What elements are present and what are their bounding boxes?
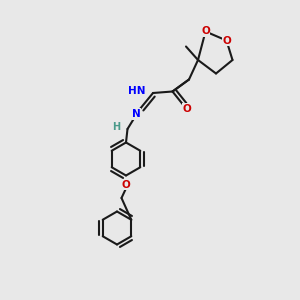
Text: O: O — [182, 104, 191, 114]
Text: HN: HN — [128, 86, 146, 97]
Text: O: O — [122, 179, 130, 190]
Text: N: N — [132, 109, 141, 119]
Text: H: H — [112, 122, 120, 133]
Text: O: O — [222, 35, 231, 46]
Text: O: O — [201, 26, 210, 37]
